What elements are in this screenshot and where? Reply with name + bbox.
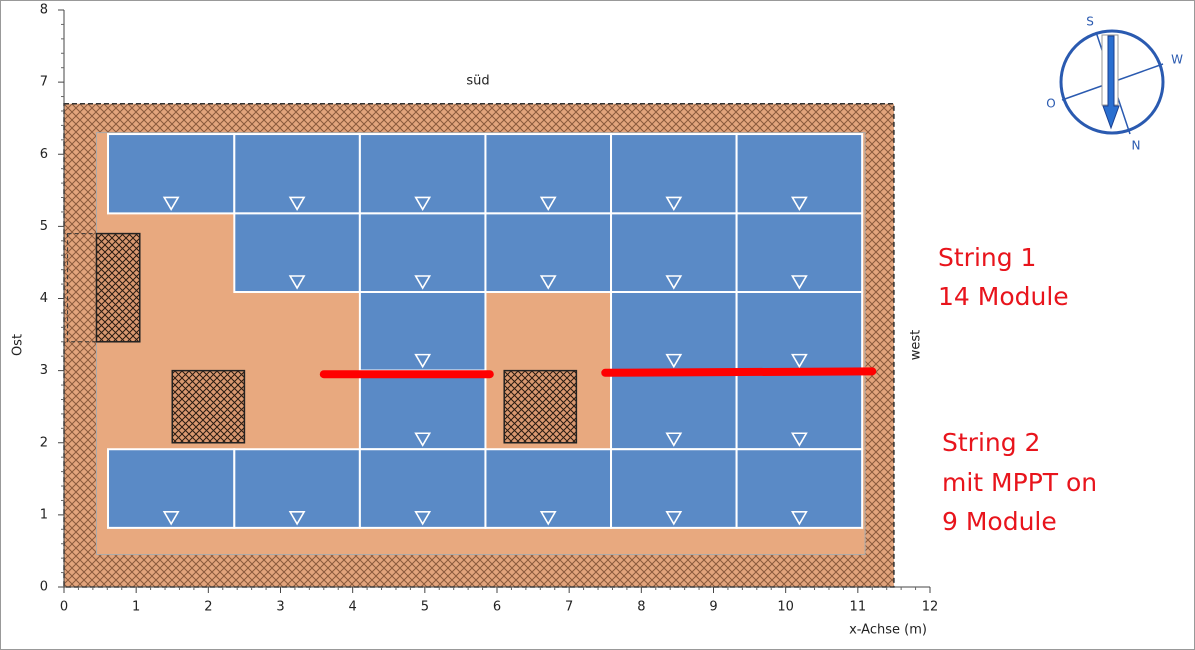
module-orientation [288,196,306,211]
module-orientation [288,275,306,290]
annotation: mit MPPT on [942,468,1097,497]
pv-module [610,369,738,451]
y-tick-label: 0 [40,580,48,595]
module-orientation [790,275,808,290]
pv-module [233,448,361,529]
y-tick-label: 4 [40,291,48,306]
module-orientation [414,353,432,369]
y-tick-label: 2 [40,435,48,450]
annotation: String 1 [938,243,1036,272]
module-orientation [665,511,683,526]
pv-module [358,369,487,451]
annotation: String 2 [942,428,1040,457]
x-tick-label: 11 [850,600,867,615]
pv-module [107,133,236,215]
pv-module [358,448,487,529]
module-orientation [414,432,432,447]
pv-module [233,212,361,294]
pv-module [107,448,236,529]
left-label: Ost [11,334,26,356]
x-tick-label: 10 [777,600,794,615]
y-tick-label: 6 [40,147,48,162]
x-tick-label: 9 [709,600,717,615]
pv-module [610,212,738,294]
x-tick-label: 3 [276,600,284,615]
pv-module [484,448,613,529]
module-orientation [790,196,808,211]
x-tick-label: 4 [349,600,357,615]
top-label: süd [466,74,489,89]
x-tick-label: 1 [132,600,140,615]
y-tick-label: 1 [40,507,48,522]
annotation: 9 Module [942,507,1057,536]
module-orientation [665,196,683,211]
compass-label: W [1171,53,1183,67]
module-orientation [539,196,557,211]
module-orientation [665,275,683,290]
right-label: west [909,330,924,361]
compass-label: N [1132,139,1141,153]
pv-module [735,212,864,294]
compass: S W O N [1046,15,1183,153]
x-tick-label: 6 [493,600,501,615]
x-tick-label: 12 [922,600,939,615]
module-orientation [665,432,683,447]
pv-module [358,291,487,372]
module-orientation [162,511,180,526]
compass-needle [1102,35,1120,130]
pv-module [735,291,864,372]
module-orientation [790,511,808,526]
y-tick-label: 3 [40,363,48,378]
y-tick-label: 8 [40,3,48,18]
module-orientation [414,511,432,526]
x-tick-label: 0 [60,600,68,615]
obstacle [171,369,246,444]
module-orientation [414,275,432,290]
pv-module [233,133,361,215]
x-tick-label: 2 [204,600,212,615]
pv-module [735,369,864,451]
module-orientation [665,353,683,369]
x-tick-label: 7 [565,600,573,615]
x-tick-label: 8 [637,600,645,615]
y-tick-label: 5 [40,219,48,234]
x-axis-label: x-Achse (m) [849,623,927,638]
module-orientation [539,275,557,290]
module-orientation [790,432,808,447]
pv-module [610,291,738,372]
pv-module [484,133,613,215]
pv-module [358,212,487,294]
pv-module [735,133,864,215]
module-orientation [288,511,306,526]
compass-label: S [1086,15,1094,29]
pv-module [484,212,613,294]
module-orientation [539,511,557,526]
x-tick-label: 5 [421,600,429,615]
pv-module [610,448,738,529]
module-orientation [414,196,432,211]
module-orientation [162,196,180,211]
compass-label: O [1046,97,1055,111]
module-orientation [790,353,808,369]
obstacle [95,232,141,343]
pv-module [358,133,487,215]
pv-module [735,448,864,529]
string-cable [601,367,877,377]
pv-module [610,133,738,215]
annotation: 14 Module [938,282,1069,311]
y-tick-label: 7 [40,75,48,90]
obstacle [503,369,578,444]
